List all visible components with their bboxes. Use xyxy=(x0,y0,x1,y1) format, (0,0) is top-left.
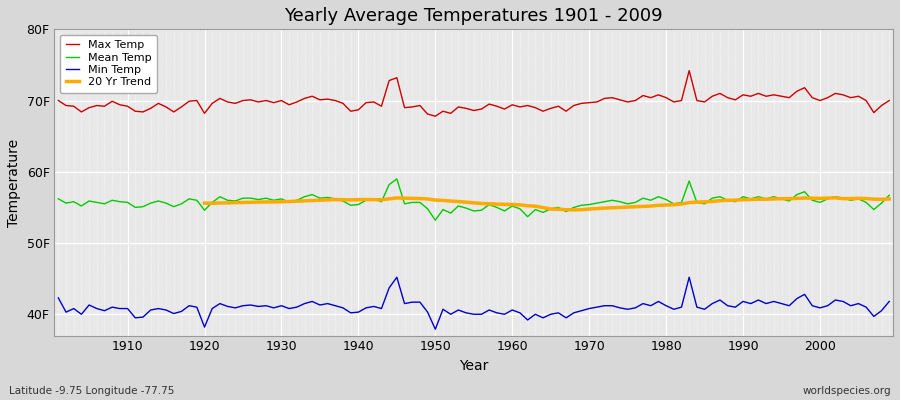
Max Temp xyxy=(284,102,294,107)
Min Temp xyxy=(430,327,441,332)
Text: worldspecies.org: worldspecies.org xyxy=(803,386,891,396)
Max Temp xyxy=(884,98,895,103)
Mean Temp xyxy=(392,176,402,181)
Min Temp xyxy=(392,275,402,280)
Max Temp xyxy=(114,102,125,107)
20 Yr Trend xyxy=(830,196,841,200)
Mean Temp xyxy=(884,193,895,198)
Line: Min Temp: Min Temp xyxy=(58,277,889,329)
20 Yr Trend xyxy=(569,208,580,212)
Min Temp xyxy=(114,306,125,311)
Title: Yearly Average Temperatures 1901 - 2009: Yearly Average Temperatures 1901 - 2009 xyxy=(284,7,663,25)
20 Yr Trend xyxy=(407,196,418,201)
20 Yr Trend xyxy=(868,197,879,202)
Line: Max Temp: Max Temp xyxy=(58,71,889,116)
20 Yr Trend xyxy=(776,196,787,201)
20 Yr Trend xyxy=(884,196,895,201)
Mean Temp xyxy=(615,199,626,204)
Mean Temp xyxy=(430,218,441,223)
20 Yr Trend xyxy=(199,201,210,206)
Min Temp xyxy=(53,296,64,300)
Min Temp xyxy=(615,306,626,310)
Max Temp xyxy=(607,95,617,100)
Min Temp xyxy=(515,310,526,315)
Text: Latitude -9.75 Longitude -77.75: Latitude -9.75 Longitude -77.75 xyxy=(9,386,175,396)
Line: 20 Yr Trend: 20 Yr Trend xyxy=(204,198,889,210)
Line: Mean Temp: Mean Temp xyxy=(58,179,889,220)
20 Yr Trend xyxy=(292,199,302,204)
Min Temp xyxy=(522,318,533,322)
Max Temp xyxy=(684,68,695,73)
Max Temp xyxy=(515,104,526,109)
Mean Temp xyxy=(284,200,294,205)
Mean Temp xyxy=(522,214,533,219)
Mean Temp xyxy=(114,199,125,204)
Legend: Max Temp, Mean Temp, Min Temp, 20 Yr Trend: Max Temp, Mean Temp, Min Temp, 20 Yr Tre… xyxy=(60,35,157,93)
Min Temp xyxy=(884,299,895,304)
Min Temp xyxy=(330,303,341,308)
Y-axis label: Temperature: Temperature xyxy=(7,138,21,226)
20 Yr Trend xyxy=(791,196,802,201)
Max Temp xyxy=(53,98,64,103)
20 Yr Trend xyxy=(684,200,695,205)
Mean Temp xyxy=(515,206,526,211)
Max Temp xyxy=(507,102,517,107)
Min Temp xyxy=(284,306,294,311)
Mean Temp xyxy=(330,196,341,201)
Max Temp xyxy=(330,98,341,103)
Mean Temp xyxy=(53,196,64,201)
X-axis label: Year: Year xyxy=(459,359,489,373)
Max Temp xyxy=(430,114,441,118)
